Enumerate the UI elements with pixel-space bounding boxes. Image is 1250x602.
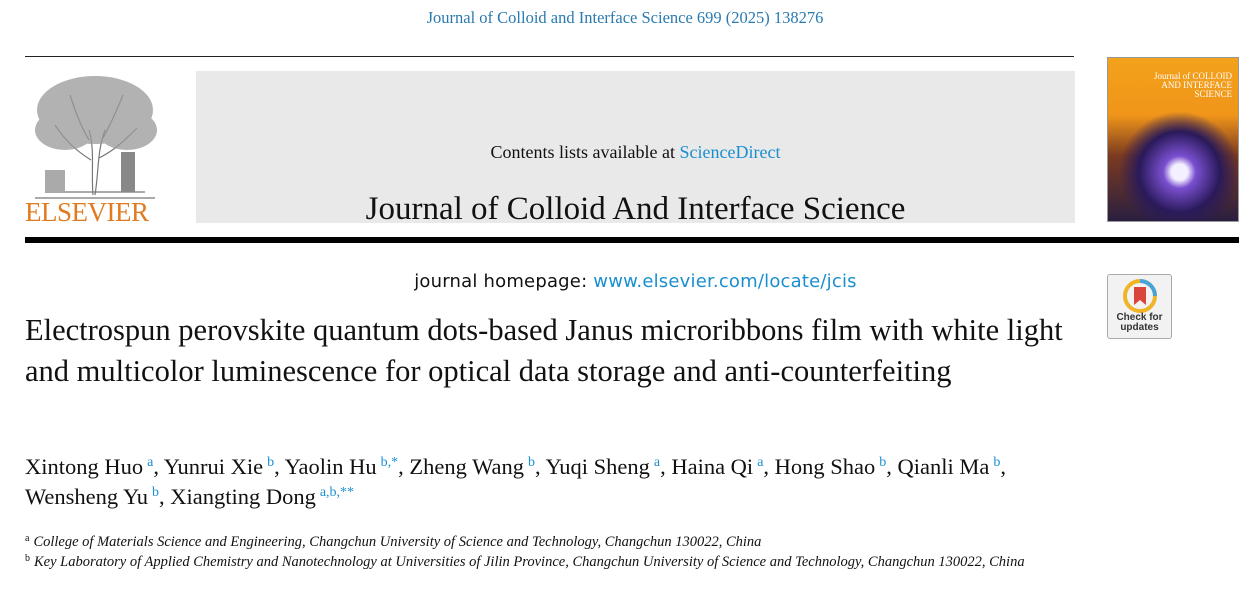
author-affiliation-mark[interactable]: b xyxy=(993,455,1001,470)
homepage-link[interactable]: www.elsevier.com/locate/jcis xyxy=(593,271,857,292)
author-separator: , xyxy=(763,454,770,479)
sciencedirect-link[interactable]: ScienceDirect xyxy=(679,142,781,162)
check-updates-badge[interactable]: Check for updates xyxy=(1107,274,1172,339)
rule xyxy=(25,56,1074,57)
divider-bar xyxy=(25,237,1239,243)
author-name: Wensheng Yu xyxy=(25,484,148,509)
publisher-name: ELSEVIER xyxy=(25,197,149,227)
citation[interactable]: Journal of Colloid and Interface Science… xyxy=(426,8,824,27)
author-name: Xintong Huo xyxy=(25,454,144,479)
author: Wensheng Yu b, xyxy=(25,484,165,509)
author: Qianli Ma b, xyxy=(898,454,1006,479)
author-separator: , xyxy=(535,454,541,479)
author-separator: , xyxy=(1000,454,1007,479)
author-affiliation-mark[interactable]: a xyxy=(653,455,661,470)
author-affiliation-mark[interactable]: b xyxy=(267,455,275,470)
author-name: Qianli Ma xyxy=(897,454,990,479)
badge-text: Check for updates xyxy=(1116,312,1163,333)
author-name: Xiangting Dong xyxy=(170,484,316,509)
author: Yuqi Sheng a, xyxy=(545,454,665,479)
masthead-box: Contents lists available at ScienceDirec… xyxy=(196,71,1075,292)
author-name: Zheng Wang xyxy=(409,454,525,479)
author-affiliation-mark[interactable]: b xyxy=(879,455,887,470)
affiliation-mark: a xyxy=(25,533,30,544)
author-separator: , xyxy=(886,454,892,479)
author: Zheng Wang b, xyxy=(409,454,540,479)
author: Yaolin Hu b,*, xyxy=(285,454,404,479)
affiliation: b Key Laboratory of Applied Chemistry and… xyxy=(25,552,1085,572)
publisher-logo xyxy=(35,76,157,199)
affiliation-list: a College of Materials Science and Engine… xyxy=(25,532,1085,572)
affiliation-mark: b xyxy=(25,553,30,564)
author: Yunrui Xie b, xyxy=(164,454,280,479)
journal-cover[interactable]: Journal of COLLOID AND INTERFACE SCIENCE xyxy=(1107,57,1239,222)
article-title: Electrospun perovskite quantum dots-base… xyxy=(25,313,1063,388)
author-affiliation-mark[interactable]: a xyxy=(147,455,154,470)
journal-title: Journal of Colloid And Interface Science xyxy=(365,191,906,227)
author-separator: , xyxy=(398,454,404,479)
author: Haina Qi a, xyxy=(671,454,769,479)
author-affiliation-mark[interactable]: b xyxy=(151,485,159,500)
author-affiliation-mark[interactable]: b xyxy=(528,455,536,470)
author-affiliation-mark[interactable]: b,* xyxy=(380,455,399,470)
badge-icon xyxy=(1123,279,1157,313)
author-name: Yaolin Hu xyxy=(284,454,377,479)
author: Xiangting Dong a,b,** xyxy=(170,484,354,509)
author-affiliation-mark[interactable]: a,b,** xyxy=(319,485,355,500)
cover-title: Journal of COLLOID AND INTERFACE SCIENCE xyxy=(1154,71,1232,99)
affiliation-text: College of Materials Science and Enginee… xyxy=(33,534,762,550)
affiliation: a College of Materials Science and Engine… xyxy=(25,532,1085,552)
author-name: Hong Shao xyxy=(774,454,876,479)
author-separator: , xyxy=(660,454,666,479)
author-separator: , xyxy=(274,454,280,479)
author: Hong Shao b, xyxy=(775,454,892,479)
affiliation-text: Key Laboratory of Applied Chemistry and … xyxy=(34,554,1025,570)
homepage-prefix: journal homepage: xyxy=(414,271,588,292)
contents-line: Contents lists available at ScienceDirec… xyxy=(196,142,1075,163)
author: Xintong Huo a, xyxy=(25,454,159,479)
author-name: Yunrui Xie xyxy=(163,454,264,479)
author-separator: , xyxy=(158,484,165,509)
author-name: Yuqi Sheng xyxy=(545,454,650,479)
author-affiliation-mark[interactable]: a xyxy=(757,455,764,470)
contents-prefix: Contents lists available at xyxy=(490,142,675,162)
author-name: Haina Qi xyxy=(671,454,754,479)
author-separator: , xyxy=(153,454,159,479)
homepage-line: journal homepage: www.elsevier.com/locat… xyxy=(196,271,1075,292)
author-list: Xintong Huo a, Yunrui Xie b, Yaolin Hu b,*,… xyxy=(25,452,1085,512)
